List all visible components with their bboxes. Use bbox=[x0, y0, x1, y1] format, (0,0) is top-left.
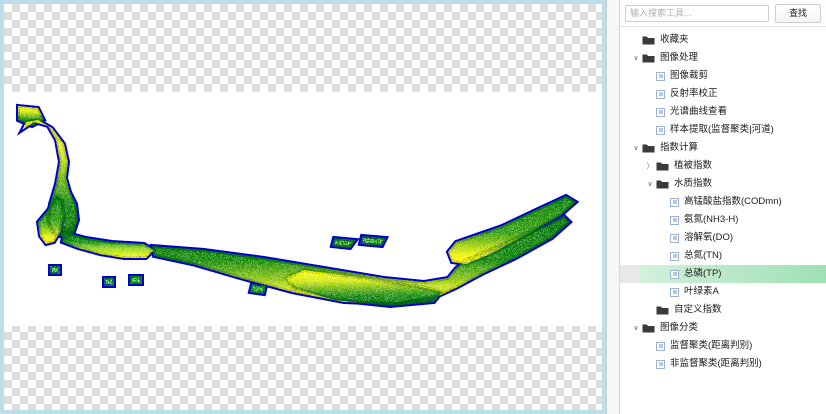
folder-icon bbox=[642, 323, 655, 333]
tree-item-label: 光谱曲线查看 bbox=[670, 106, 728, 117]
tree-item-12[interactable]: 总氮(TN) bbox=[620, 247, 826, 265]
tree-item-label: 自定义指数 bbox=[674, 304, 722, 315]
tree-item-label: 氨氮(NH3-H) bbox=[684, 214, 739, 225]
pane-splitter[interactable] bbox=[606, 0, 620, 414]
chevron-right-icon[interactable]: 〉 bbox=[646, 163, 654, 170]
tree-item-label: 水质指数 bbox=[674, 178, 713, 189]
folder-icon bbox=[656, 305, 669, 315]
raster-image-layer[interactable] bbox=[4, 92, 602, 326]
panel-divider bbox=[620, 26, 826, 27]
tree-item-10[interactable]: 氨氮(NH3-H) bbox=[620, 211, 826, 229]
tool-icon bbox=[670, 287, 679, 297]
tree-item-15[interactable]: 自定义指数 bbox=[620, 301, 826, 319]
tree-item-label: 图像裁剪 bbox=[670, 70, 709, 81]
folder-icon bbox=[642, 143, 655, 153]
tree-item-label: 样本提取(监督聚类|河道) bbox=[670, 124, 774, 135]
tree-item-5[interactable]: 样本提取(监督聚类|河道) bbox=[620, 121, 826, 139]
tree-item-label: 收藏夹 bbox=[660, 34, 689, 45]
tree-item-label: 总磷(TP) bbox=[684, 268, 722, 279]
tree-item-label: 指数计算 bbox=[660, 142, 699, 153]
tree-item-14[interactable]: 叶绿素A bbox=[620, 283, 826, 301]
chevron-down-icon[interactable]: ∨ bbox=[647, 181, 653, 188]
tree-item-7[interactable]: 〉 植被指数 bbox=[620, 157, 826, 175]
tree-item-4[interactable]: 光谱曲线查看 bbox=[620, 103, 826, 121]
tree-item-6[interactable]: ∨ 指数计算 bbox=[620, 139, 826, 157]
tool-icon bbox=[656, 359, 665, 369]
tree-item-11[interactable]: 溶解氧(DO) bbox=[620, 229, 826, 247]
tree-item-label: 叶绿素A bbox=[684, 286, 719, 297]
image-viewer[interactable] bbox=[0, 0, 606, 414]
folder-icon bbox=[656, 179, 669, 189]
tool-icon bbox=[656, 125, 665, 135]
tool-icon bbox=[656, 107, 665, 117]
chevron-down-icon[interactable]: ∨ bbox=[633, 55, 639, 62]
tree-item-label: 监督聚类(距离判别) bbox=[670, 340, 753, 351]
tool-icon bbox=[670, 233, 679, 243]
tool-tree[interactable]: 收藏夹 ∨ 图像处理图像裁剪反射率校正光谱曲线查看样本提取(监督聚类|河道) ∨ 指数计… bbox=[620, 27, 826, 414]
folder-icon bbox=[656, 161, 669, 171]
tree-item-label: 高锰酸盐指数(CODmn) bbox=[684, 196, 782, 207]
chevron-down-icon[interactable]: ∨ bbox=[633, 325, 639, 332]
chevron-down-icon[interactable]: ∨ bbox=[633, 145, 639, 152]
tree-item-label: 反射率校正 bbox=[670, 88, 718, 99]
search-input[interactable] bbox=[625, 4, 769, 22]
tool-icon bbox=[656, 341, 665, 351]
raster-svg bbox=[16, 104, 578, 308]
tree-item-18[interactable]: 非监督聚类(距离判别) bbox=[620, 355, 826, 373]
tool-icon bbox=[670, 251, 679, 261]
tree-item-label: 植被指数 bbox=[674, 160, 713, 171]
search-bar: 查找 bbox=[620, 0, 826, 26]
folder-icon bbox=[642, 35, 655, 45]
tree-item-label: 图像分类 bbox=[660, 322, 699, 333]
tree-item-2[interactable]: 图像裁剪 bbox=[620, 67, 826, 85]
tree-item-16[interactable]: ∨ 图像分类 bbox=[620, 319, 826, 337]
tool-icon bbox=[670, 269, 679, 279]
tree-item-0[interactable]: 收藏夹 bbox=[620, 31, 826, 49]
tool-icon bbox=[670, 215, 679, 225]
raster-fill-base bbox=[18, 106, 576, 306]
tree-item-9[interactable]: 高锰酸盐指数(CODmn) bbox=[620, 193, 826, 211]
folder-icon bbox=[642, 53, 655, 63]
tree-item-13[interactable]: 总磷(TP) bbox=[620, 265, 826, 283]
tree-item-label: 非监督聚类(距离判别) bbox=[670, 358, 762, 369]
tool-icon bbox=[670, 197, 679, 207]
tree-item-label: 图像处理 bbox=[660, 52, 699, 63]
tree-item-17[interactable]: 监督聚类(距离判别) bbox=[620, 337, 826, 355]
search-button[interactable]: 查找 bbox=[775, 3, 821, 23]
tool-icon bbox=[656, 89, 665, 99]
tree-item-label: 溶解氧(DO) bbox=[684, 232, 734, 243]
tool-icon bbox=[656, 71, 665, 81]
tree-item-3[interactable]: 反射率校正 bbox=[620, 85, 826, 103]
tree-item-label: 总氮(TN) bbox=[684, 250, 722, 261]
tree-item-1[interactable]: ∨ 图像处理 bbox=[620, 49, 826, 67]
tree-item-8[interactable]: ∨ 水质指数 bbox=[620, 175, 826, 193]
